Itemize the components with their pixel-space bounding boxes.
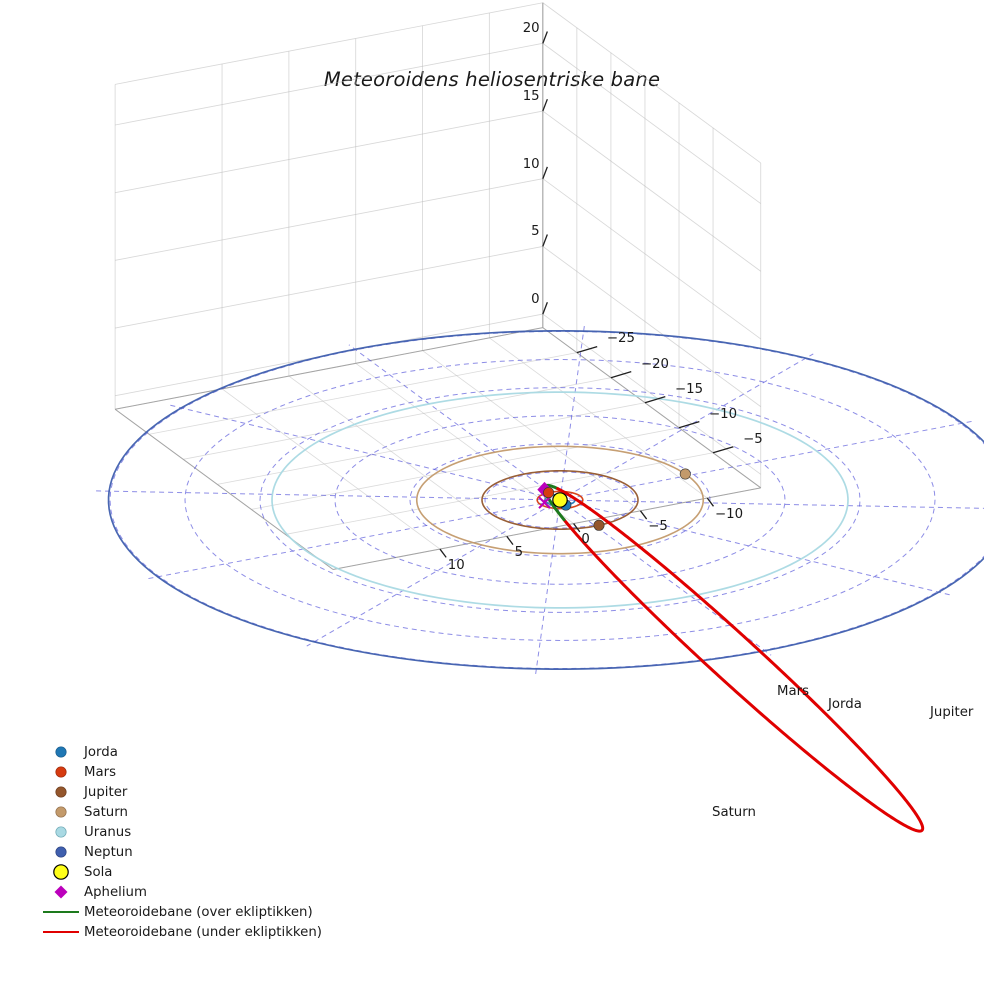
sun-marker-icon <box>38 864 84 880</box>
circle-marker-icon <box>38 844 84 860</box>
z-tick-3: 15 <box>522 89 540 105</box>
body-label-jupiter: Jupiter <box>930 705 974 720</box>
legend-item-jupiter[interactable]: Jupiter <box>38 782 322 802</box>
body-label-mars: Mars <box>777 684 810 699</box>
x-tick-1: −20 <box>640 356 669 372</box>
legend-item-jorda[interactable]: Jorda <box>38 742 322 762</box>
orbit-saturn <box>415 445 705 555</box>
legend-item-mars[interactable]: Mars <box>38 762 322 782</box>
legend: Jorda Mars Jupiter Saturn Uranus Neptun Sola Ap… <box>38 742 322 942</box>
circle-marker-icon <box>38 744 84 760</box>
legend-label: Jupiter <box>84 784 128 800</box>
body-label-jorda: Jorda <box>828 697 862 712</box>
x-tick-2: −15 <box>674 381 704 397</box>
legend-label: Aphelium <box>84 884 147 900</box>
y-tick-0: −10 <box>715 506 744 522</box>
legend-item-aphelium[interactable]: Aphelium <box>38 882 322 902</box>
x-tick-4: −5 <box>743 431 763 447</box>
circle-marker-icon <box>38 804 84 820</box>
orbit-neptun <box>107 330 984 670</box>
axis-ticks <box>439 31 734 558</box>
polar-grid <box>95 325 984 675</box>
legend-label: Meteoroidebane (over ekliptikken) <box>84 904 313 920</box>
meteoroid-orbit <box>542 483 925 833</box>
body-marker-jupiter[interactable] <box>593 519 605 531</box>
z-tick-0: 0 <box>531 292 540 308</box>
legend-label: Mars <box>84 764 117 780</box>
diamond-marker-icon <box>38 884 84 900</box>
body-marker-sola[interactable] <box>552 492 568 508</box>
y-tick-2: 0 <box>581 532 590 548</box>
legend-label: Sola <box>84 864 113 880</box>
z-tick-1: 5 <box>531 224 540 240</box>
circle-marker-icon <box>38 784 84 800</box>
planet-orbits <box>107 330 984 670</box>
legend-item-meteoroidebane[interactable]: Meteoroidebane (over ekliptikken) <box>38 902 322 922</box>
legend-item-meteoroidebane[interactable]: Meteoroidebane (under ekliptikken) <box>38 922 322 942</box>
legend-label: Uranus <box>84 824 132 840</box>
axes-box-grid <box>114 2 762 570</box>
legend-label: Jorda <box>84 744 118 760</box>
x-tick-0: −25 <box>606 331 635 347</box>
legend-label: Meteoroidebane (under ekliptikken) <box>84 924 322 940</box>
aphelion-projection-x-marker <box>538 496 551 509</box>
legend-label: Neptun <box>84 844 133 860</box>
body-marker-saturn[interactable] <box>679 468 691 480</box>
legend-item-uranus[interactable]: Uranus <box>38 822 322 842</box>
line-sample-icon <box>38 904 84 920</box>
page-title: Meteoroidens heliosentriske bane <box>323 68 661 91</box>
orbit-jupiter <box>481 469 639 531</box>
z-tick-2: 10 <box>522 156 540 172</box>
x-tick-3: −10 <box>709 406 738 422</box>
line-sample-icon <box>38 924 84 940</box>
legend-item-sola[interactable]: Sola <box>38 862 322 882</box>
circle-marker-icon <box>38 824 84 840</box>
y-tick-3: 5 <box>514 544 524 560</box>
legend-label: Saturn <box>84 804 128 820</box>
body-label-saturn: Saturn <box>712 805 756 820</box>
celestial-bodies <box>543 468 691 531</box>
legend-item-neptun[interactable]: Neptun <box>38 842 322 862</box>
body-marker-mars[interactable] <box>543 487 555 499</box>
orbit-uranus <box>271 391 849 609</box>
z-tick-4: 20 <box>522 21 540 37</box>
circle-marker-icon <box>38 764 84 780</box>
y-tick-4: 10 <box>447 557 465 573</box>
y-tick-1: −5 <box>648 519 668 535</box>
legend-item-saturn[interactable]: Saturn <box>38 802 322 822</box>
